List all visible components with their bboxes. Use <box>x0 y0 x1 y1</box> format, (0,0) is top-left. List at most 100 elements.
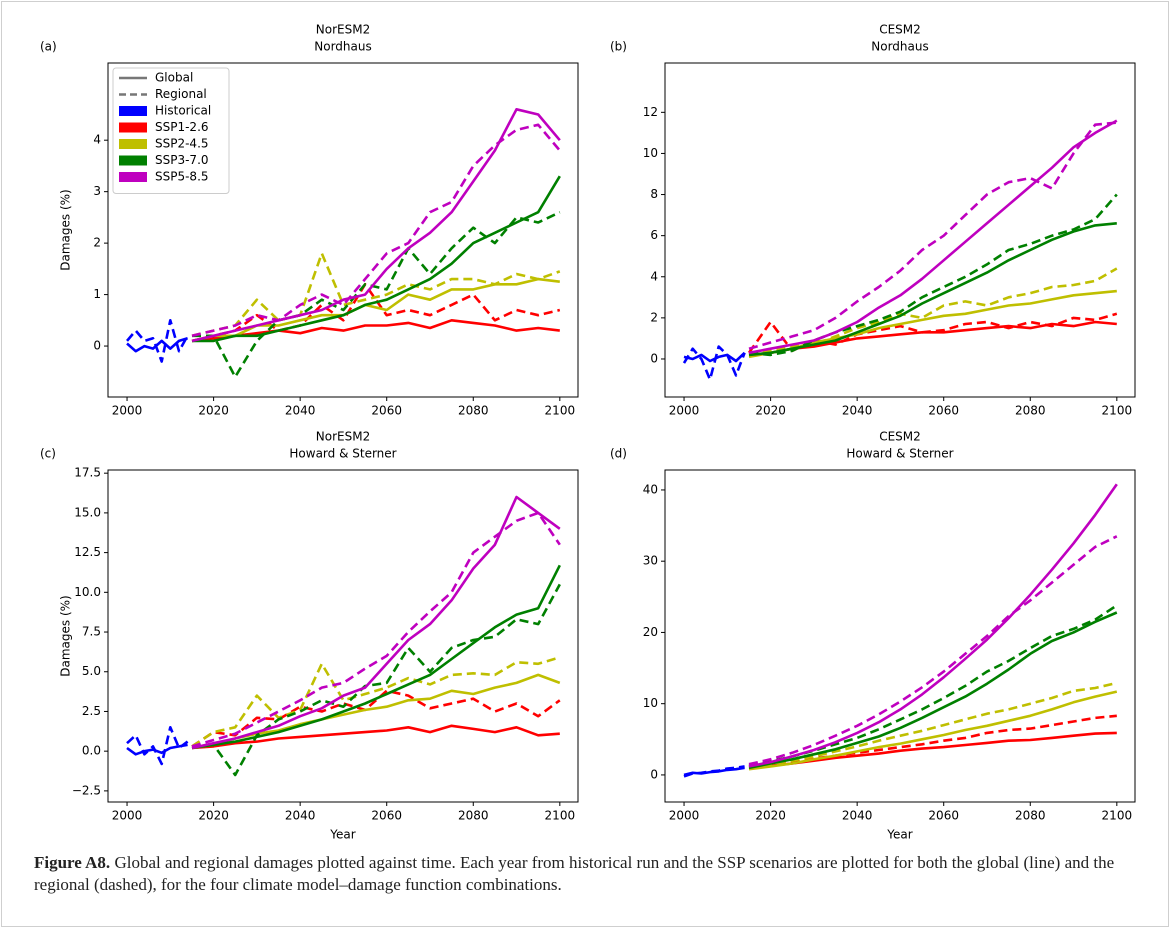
caption-text: Global and regional damages plotted agai… <box>34 853 1115 894</box>
legend-label: SSP2-4.5 <box>155 137 209 151</box>
legend-swatch <box>119 122 147 133</box>
series-line <box>192 211 561 379</box>
y-tick-label: 5.0 <box>82 664 101 678</box>
y-tick-label: 2 <box>93 236 101 250</box>
x-tick-label: 2060 <box>928 809 959 823</box>
series-line <box>748 121 1117 350</box>
plot-frame <box>107 62 579 398</box>
legend-swatch <box>119 139 147 149</box>
series-line <box>191 689 561 748</box>
series-line <box>191 319 560 343</box>
y-tick-label: 12 <box>643 105 658 119</box>
series-line <box>191 583 561 777</box>
panel-label: (a) <box>40 40 57 54</box>
x-axis-label: Year <box>329 828 355 841</box>
y-tick-label: −2.5 <box>72 783 101 797</box>
series-line <box>748 119 1118 355</box>
chart-title: NorESM2 <box>316 23 370 37</box>
series-line <box>191 724 560 750</box>
chart-subtitle: Nordhaus <box>871 40 928 54</box>
y-axis-label: Damages (%) <box>59 595 73 676</box>
y-tick-label: 30 <box>643 554 658 568</box>
x-tick-label: 2100 <box>545 809 576 823</box>
caption-label: Figure A8. <box>34 853 111 872</box>
x-tick-label: 2100 <box>545 404 576 418</box>
chart-subtitle: Howard & Sterner <box>289 447 396 461</box>
series-line <box>126 726 189 766</box>
y-tick-label: 12.5 <box>74 545 101 559</box>
plot-frame <box>664 62 1136 398</box>
plot-frame <box>107 469 579 803</box>
series-line <box>748 681 1118 768</box>
series-line <box>748 483 1118 768</box>
legend-label: SSP1-2.6 <box>155 120 209 134</box>
legend-swatch <box>119 106 147 116</box>
y-tick-label: 10.0 <box>74 585 101 599</box>
series-line <box>748 690 1118 771</box>
series-line <box>748 320 1117 357</box>
series-line <box>748 611 1118 770</box>
series-line <box>126 319 189 363</box>
y-tick-label: 0 <box>650 351 658 365</box>
chart-subtitle: Nordhaus <box>314 40 371 54</box>
y-axis-label: Damages (%) <box>59 189 73 270</box>
y-tick-label: 2 <box>650 310 658 324</box>
y-tick-label: 2.5 <box>82 704 101 718</box>
series-line <box>191 656 561 748</box>
series-line <box>191 252 561 338</box>
chart-title: CESM2 <box>879 23 921 37</box>
series-line <box>192 175 561 343</box>
y-tick-label: 8 <box>650 187 658 201</box>
y-tick-label: 0 <box>650 767 658 781</box>
y-tick-label: 7.5 <box>82 625 101 639</box>
series-line <box>191 511 561 748</box>
y-tick-label: 20 <box>643 625 658 639</box>
plot-frame <box>664 469 1136 803</box>
x-tick-label: 2100 <box>1102 809 1133 823</box>
panel-label: (c) <box>40 447 56 461</box>
legend-swatch <box>119 172 147 182</box>
series-line <box>748 222 1117 357</box>
y-tick-label: 3 <box>93 184 101 198</box>
x-tick-label: 2000 <box>669 809 700 823</box>
x-tick-label: 2000 <box>112 809 143 823</box>
x-tick-label: 2020 <box>755 404 786 418</box>
legend-label: Global <box>155 71 193 85</box>
x-tick-label: 2000 <box>669 404 700 418</box>
series-line <box>748 193 1118 357</box>
x-tick-label: 2060 <box>928 404 959 418</box>
caption: Figure A8. Global and regional damages p… <box>34 852 1144 896</box>
x-tick-label: 2080 <box>1015 404 1046 418</box>
x-tick-label: 2020 <box>755 809 786 823</box>
series-line <box>191 673 561 750</box>
x-axis-label: Year <box>886 828 912 841</box>
chart-title: NorESM2 <box>316 430 370 444</box>
y-tick-label: 10 <box>643 146 658 160</box>
chart-title: CESM2 <box>879 430 921 444</box>
x-tick-label: 2060 <box>371 809 402 823</box>
x-tick-label: 2020 <box>198 809 229 823</box>
x-tick-label: 2080 <box>458 404 489 418</box>
y-tick-label: 0 <box>93 339 101 353</box>
chart-subtitle: Howard & Sterner <box>846 447 953 461</box>
y-tick-label: 6 <box>650 228 658 242</box>
series-line <box>748 714 1117 768</box>
panel-label: (d) <box>610 447 627 461</box>
series-line <box>191 123 561 338</box>
series-line <box>682 345 746 381</box>
y-tick-label: 1 <box>93 287 101 301</box>
x-tick-label: 2080 <box>1015 809 1046 823</box>
series-line <box>191 495 561 750</box>
y-tick-label: 17.5 <box>74 466 101 480</box>
legend-label: Historical <box>155 104 211 118</box>
y-tick-label: 10 <box>643 696 658 710</box>
x-tick-label: 2040 <box>285 809 316 823</box>
x-tick-label: 2000 <box>112 404 143 418</box>
legend-label: Regional <box>155 87 207 101</box>
x-tick-label: 2060 <box>371 404 402 418</box>
series-line <box>126 743 188 756</box>
y-tick-label: 4 <box>93 133 101 147</box>
x-tick-label: 2040 <box>285 404 316 418</box>
